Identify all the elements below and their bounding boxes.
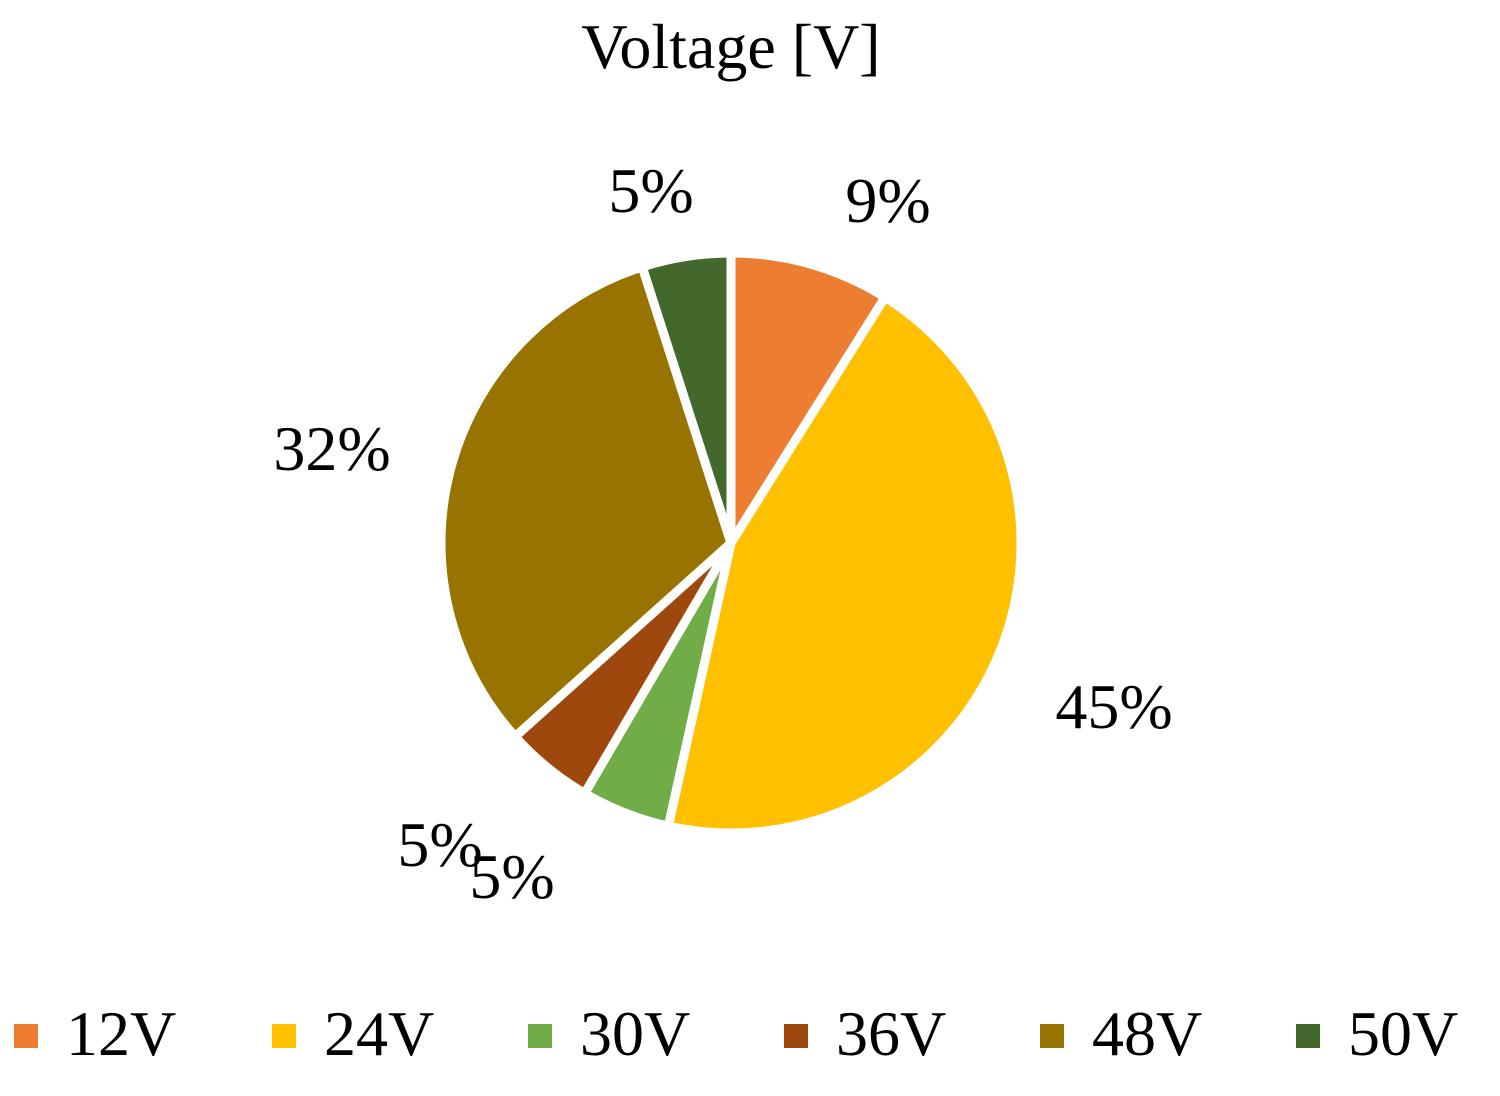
data-label-30v: 5% (469, 841, 554, 912)
legend-swatch-50v (1296, 1024, 1320, 1048)
legend-swatch-30v (528, 1024, 552, 1048)
legend-swatch-48v (1040, 1024, 1064, 1048)
pie-slice-12v (726, 248, 890, 548)
legend-label-36v: 36V (836, 998, 946, 1069)
data-label-50v: 5% (608, 155, 693, 226)
legend-label-50v: 50V (1348, 998, 1458, 1069)
legend-label-12v: 12V (66, 998, 176, 1069)
legend-label-24v: 24V (324, 998, 434, 1069)
pie-slices (436, 248, 1026, 838)
data-labels: 9%45%5%5%32%5% (273, 155, 1172, 912)
data-label-48v: 32% (273, 413, 390, 484)
pie-slice-24v (663, 292, 1026, 838)
legend: 12V 24V 30V 36V 48V 50V (14, 998, 1458, 1069)
pie-slice-50v (637, 248, 736, 548)
pie-slice-48v (436, 262, 736, 742)
data-label-24v: 45% (1055, 671, 1172, 742)
chart-title: Voltage [V] (581, 11, 880, 82)
legend-swatch-12v (14, 1024, 38, 1048)
legend-label-30v: 30V (580, 998, 690, 1069)
legend-label-48v: 48V (1092, 998, 1202, 1069)
data-label-12v: 9% (845, 165, 930, 236)
legend-swatch-24v (272, 1024, 296, 1048)
data-label-36v: 5% (397, 809, 482, 880)
legend-swatch-36v (784, 1024, 808, 1048)
